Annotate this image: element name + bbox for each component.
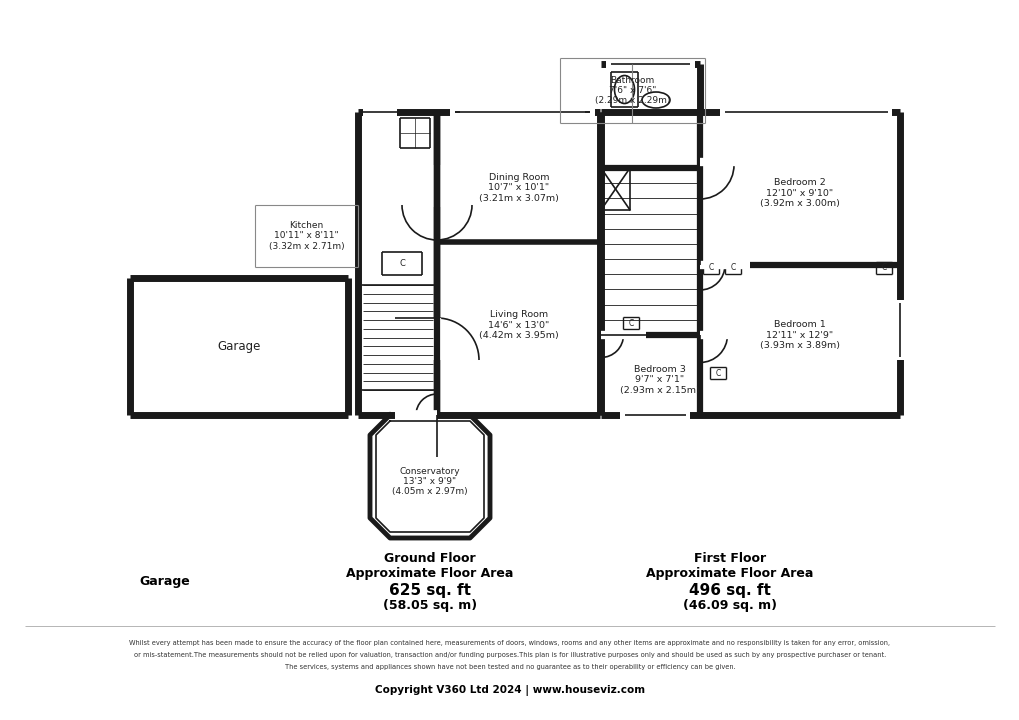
Text: Bedroom 2
12'10" x 9'10"
(3.92m x 3.00m): Bedroom 2 12'10" x 9'10" (3.92m x 3.00m)	[759, 178, 839, 208]
Text: Bedroom 1
12'11" x 12'9"
(3.93m x 3.89m): Bedroom 1 12'11" x 12'9" (3.93m x 3.89m)	[759, 320, 840, 350]
Text: C: C	[398, 259, 405, 268]
Text: Copyright V360 Ltd 2024 | www.houseviz.com: Copyright V360 Ltd 2024 | www.houseviz.c…	[375, 685, 644, 696]
Text: Dining Room
10'7" x 10'1"
(3.21m x 3.07m): Dining Room 10'7" x 10'1" (3.21m x 3.07m…	[479, 173, 558, 203]
Text: Kitchen
10'11" x 8'11"
(3.32m x 2.71m): Kitchen 10'11" x 8'11" (3.32m x 2.71m)	[268, 221, 344, 251]
Text: (46.09 sq. m): (46.09 sq. m)	[683, 600, 776, 613]
Text: Whilst every attempt has been made to ensure the accuracy of the floor plan cont: Whilst every attempt has been made to en…	[129, 640, 890, 646]
Text: Conservatory
13'3" x 9'9"
(4.05m x 2.97m): Conservatory 13'3" x 9'9" (4.05m x 2.97m…	[391, 467, 468, 496]
Text: Approximate Floor Area: Approximate Floor Area	[646, 567, 813, 580]
Text: 496 sq. ft: 496 sq. ft	[689, 582, 770, 598]
Text: C: C	[714, 369, 719, 377]
Text: Approximate Floor Area: Approximate Floor Area	[346, 567, 514, 580]
Text: The services, systems and appliances shown have not been tested and no guarantee: The services, systems and appliances sho…	[284, 664, 735, 670]
Text: C: C	[628, 318, 633, 328]
Text: or mis-statement.The measurements should not be relied upon for valuation, trans: or mis-statement.The measurements should…	[133, 652, 886, 658]
Text: Bedroom 3
9'7" x 7'1"
(2.93m x 2.15m): Bedroom 3 9'7" x 7'1" (2.93m x 2.15m)	[620, 365, 699, 395]
Text: Garage: Garage	[217, 340, 261, 353]
Text: C: C	[707, 264, 713, 272]
Text: Garage: Garage	[140, 575, 191, 588]
Text: 625 sq. ft: 625 sq. ft	[388, 582, 471, 598]
Text: C: C	[880, 264, 886, 272]
Text: (58.05 sq. m): (58.05 sq. m)	[382, 600, 477, 613]
Text: Living Room
14'6" x 13'0"
(4.42m x 3.95m): Living Room 14'6" x 13'0" (4.42m x 3.95m…	[479, 310, 558, 340]
Text: Ground Floor: Ground Floor	[384, 552, 475, 564]
Text: First Floor: First Floor	[693, 552, 765, 564]
Text: C: C	[730, 264, 735, 272]
Text: Bathroom
7'6" x 7'6"
(2.29m x 2.29m): Bathroom 7'6" x 7'6" (2.29m x 2.29m)	[594, 76, 669, 105]
